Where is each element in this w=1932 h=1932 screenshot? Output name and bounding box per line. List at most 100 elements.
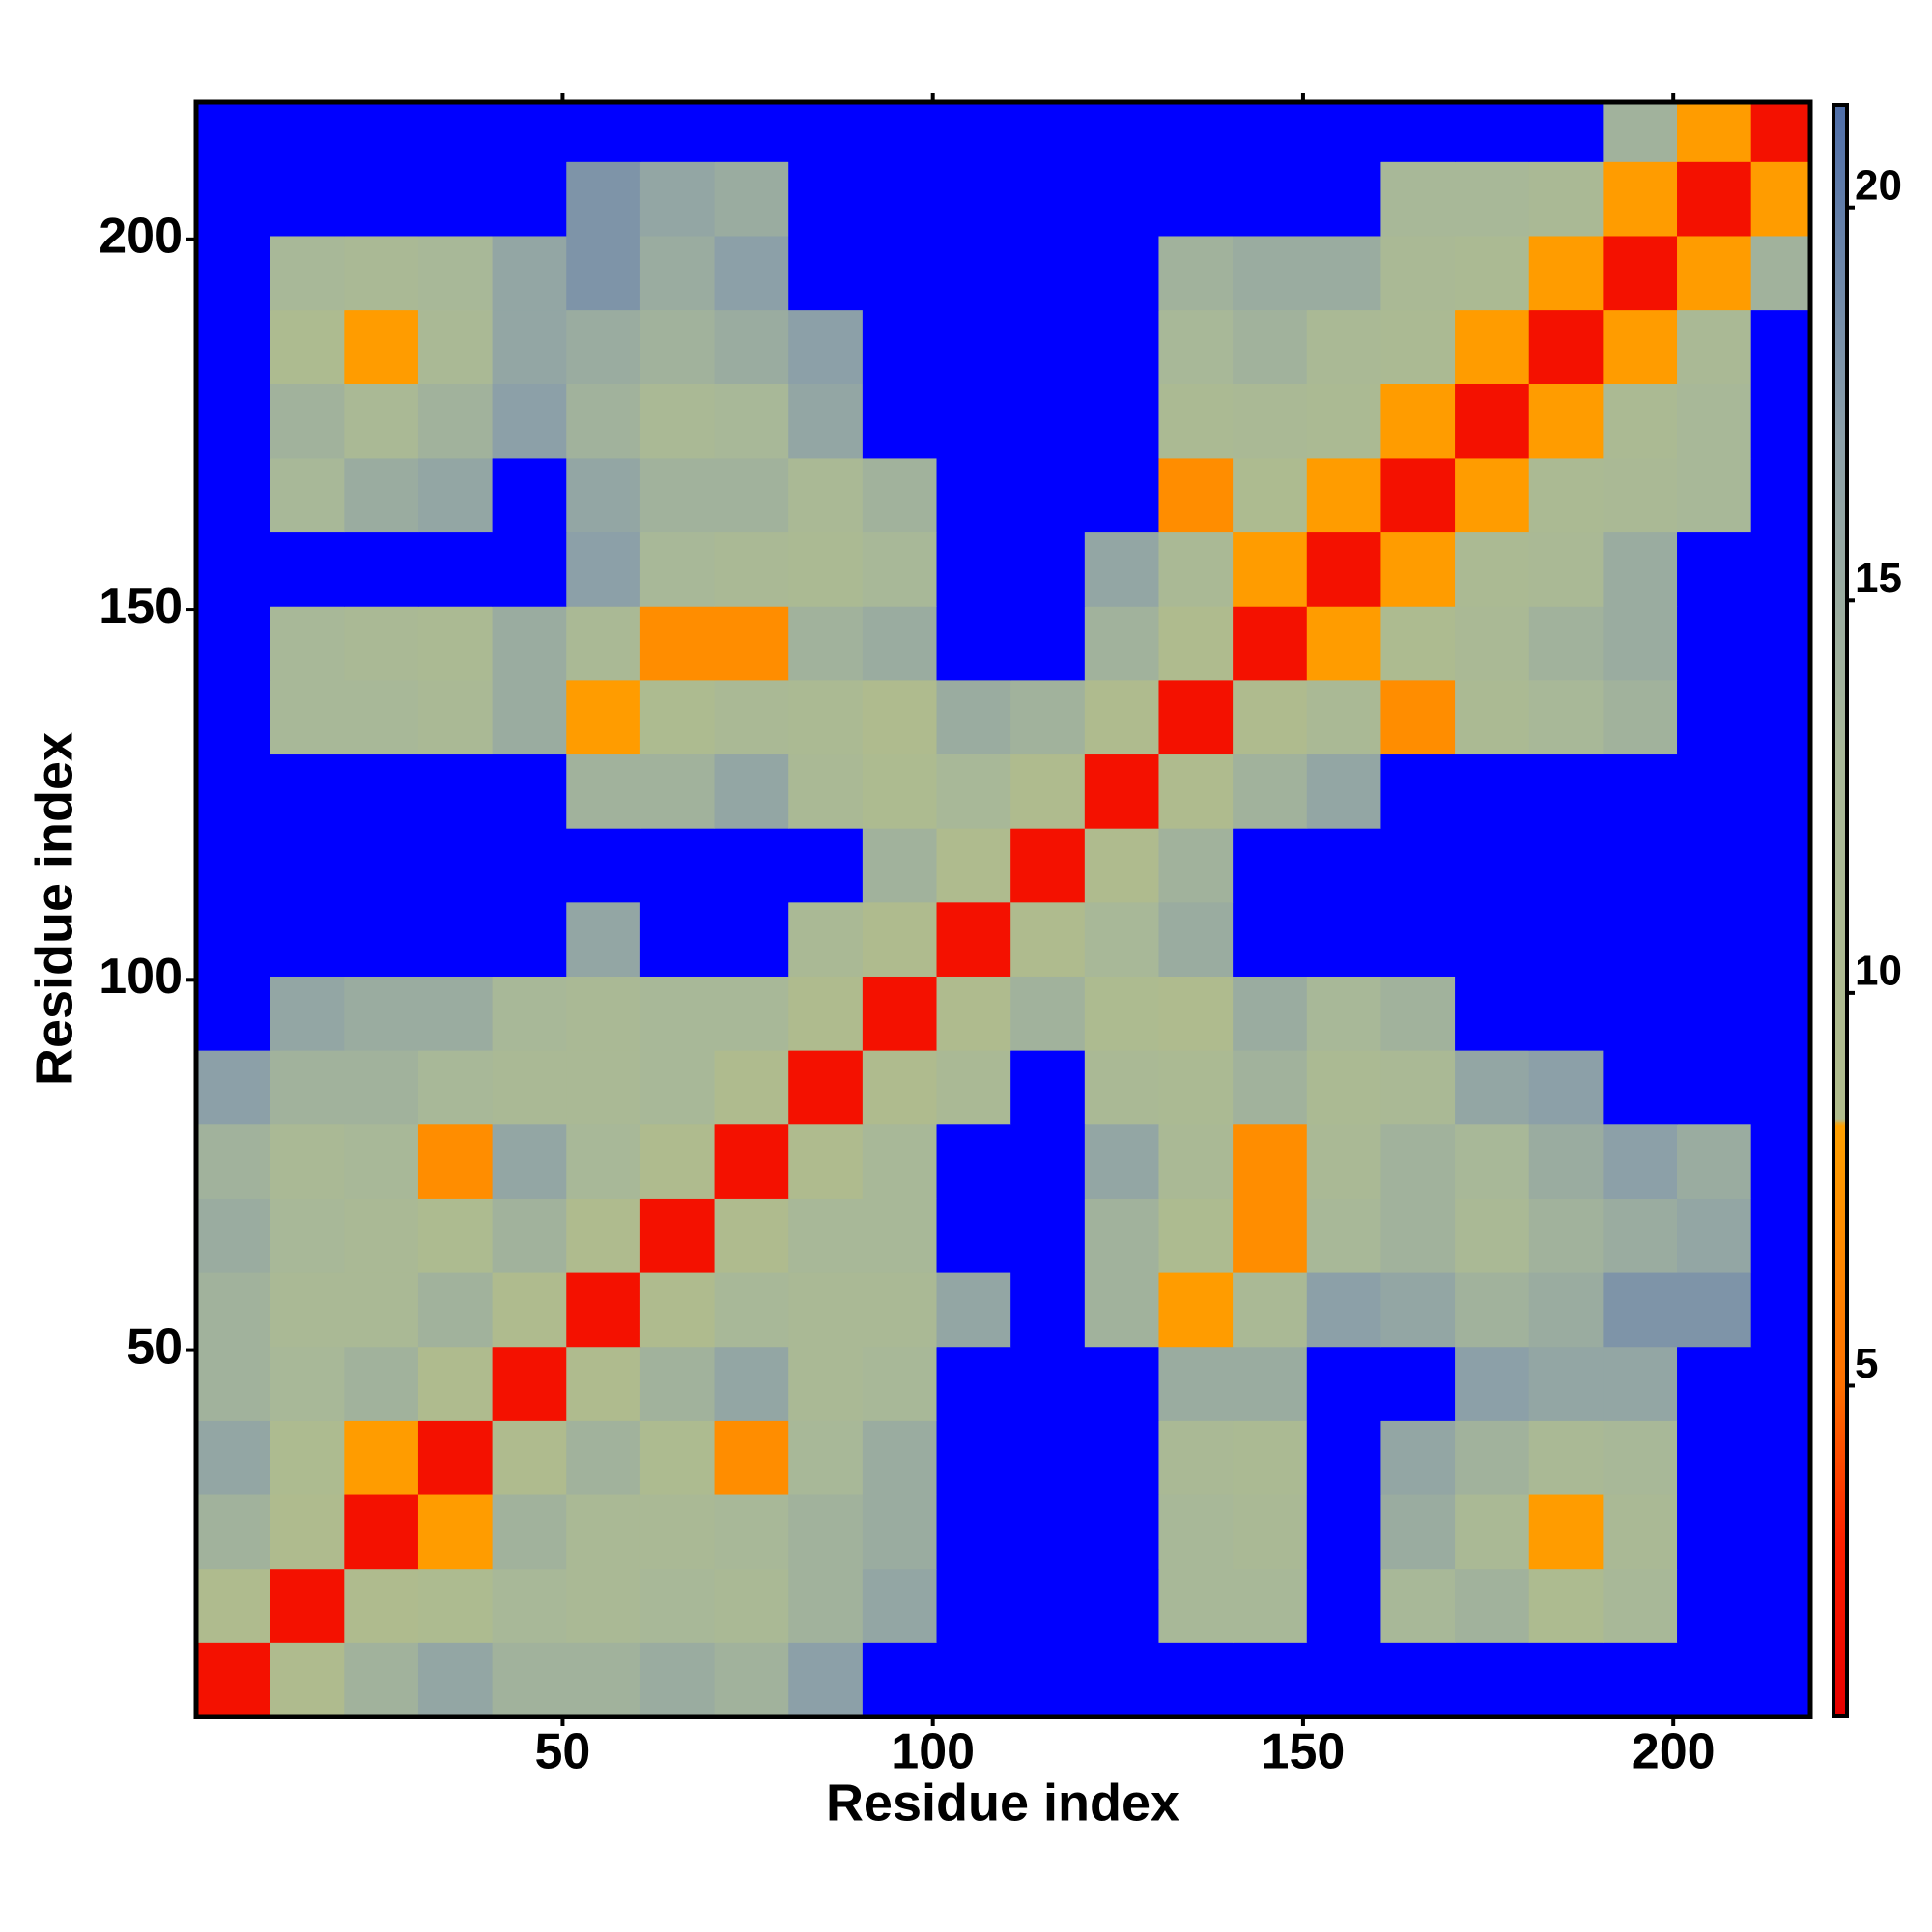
heatmap-cell [1010,102,1086,162]
heatmap-cell [566,102,641,162]
heatmap-cell [1010,457,1086,533]
heatmap-cell [196,531,271,607]
heatmap-cell [492,1346,567,1421]
heatmap-cell [862,531,938,607]
heatmap-cell [1528,1420,1604,1495]
heatmap-cell [417,1568,494,1643]
heatmap-cell [196,976,271,1051]
heatmap-cell [1380,1272,1456,1348]
heatmap-cell [270,679,345,755]
heatmap-cell [1677,976,1752,1051]
heatmap-cell [1455,606,1530,681]
heatmap-cell [1677,235,1752,311]
heatmap-cell [1455,1272,1530,1348]
heatmap-cell [1455,161,1530,237]
heatmap-cell [1677,1494,1752,1570]
heatmap-cell [714,1272,789,1348]
heatmap-cell [1306,1420,1381,1495]
heatmap-cell [344,1420,419,1495]
heatmap-cell [566,1050,641,1125]
heatmap-cell [417,235,494,311]
heatmap-cell [788,309,864,384]
heatmap-cell [417,1642,494,1718]
heatmap-cell [1603,1494,1678,1570]
colorbar-tick-label: 20 [1855,161,1902,209]
heatmap-cell [1158,679,1234,755]
heatmap-cell [1158,309,1234,384]
heatmap-cell [1750,901,1811,977]
heatmap-cell [788,679,864,755]
heatmap-cell [714,1346,789,1421]
heatmap-cell [417,309,494,384]
heatmap-cell [1603,1420,1678,1495]
heatmap-cell [1677,1346,1752,1421]
heatmap-cell [714,1494,789,1570]
heatmap-cell [492,1198,567,1273]
heatmap-cell [1455,976,1530,1051]
heatmap-cell [1677,1642,1752,1718]
heatmap-cell [566,1568,641,1643]
heatmap-cell [714,1568,789,1643]
heatmap-cell [936,161,1011,237]
heatmap-cell [936,1198,1011,1273]
heatmap-cell [566,1198,641,1273]
heatmap-cell [1380,457,1456,533]
heatmap-cell [344,531,419,607]
heatmap-cell [270,1272,345,1348]
heatmap-cell [1158,161,1234,237]
heatmap-cell [1603,384,1678,459]
heatmap-cell [417,606,494,681]
heatmap-cell [936,457,1011,533]
heatmap-cell [1380,531,1456,607]
heatmap-cell [1528,1346,1604,1421]
heatmap-cell [1603,828,1678,903]
heatmap-cell [862,1050,938,1125]
heatmap-cell [639,1346,716,1421]
heatmap-cell [1603,976,1678,1051]
heatmap-cell [344,457,419,533]
heatmap-cell [714,1420,789,1495]
heatmap-cell [1380,828,1456,903]
heatmap-cell [714,901,789,977]
heatmap-cell [1010,976,1086,1051]
heatmap-cell [714,384,789,459]
heatmap-cell [788,901,864,977]
x-tick-label: 150 [1262,1724,1346,1780]
heatmap-cell [1603,1198,1678,1273]
heatmap-cell [1158,531,1234,607]
heatmap-cell [1233,1346,1308,1421]
heatmap-cell [1750,679,1811,755]
heatmap-cell [1158,1272,1234,1348]
heatmap-cell [344,309,419,384]
heatmap-cell [1455,384,1530,459]
heatmap-cell [788,1272,864,1348]
heatmap-cell [1306,102,1381,162]
heatmap-cell [417,102,494,162]
heatmap-cell [788,161,864,237]
heatmap-cell [1158,901,1234,977]
heatmap-cell [1233,102,1308,162]
colorbar-tick-label: 10 [1855,948,1902,995]
heatmap-cell [1158,606,1234,681]
heatmap-cell [788,1050,864,1125]
heatmap-cell [1306,679,1381,755]
heatmap-cell [1528,976,1604,1051]
heatmap-cell [1750,1198,1811,1273]
heatmap-cell [492,901,567,977]
heatmap-cell [1455,753,1530,829]
heatmap-cell [1233,531,1308,607]
heatmap-cell [417,161,494,237]
heatmap-cell [1455,901,1530,977]
heatmap-cell [788,457,864,533]
heatmap-cell [1084,1050,1159,1125]
heatmap-cell [1158,102,1234,162]
heatmap-cell [1750,384,1811,459]
heatmap-cell [1010,1494,1086,1570]
heatmap-cell [1380,1642,1456,1718]
heatmap-cell [1750,828,1811,903]
heatmap-cell [344,161,419,237]
heatmap-cell [1528,1568,1604,1643]
heatmap-cell [788,976,864,1051]
heatmap-cell [492,753,567,829]
heatmap-cell [270,1050,345,1125]
